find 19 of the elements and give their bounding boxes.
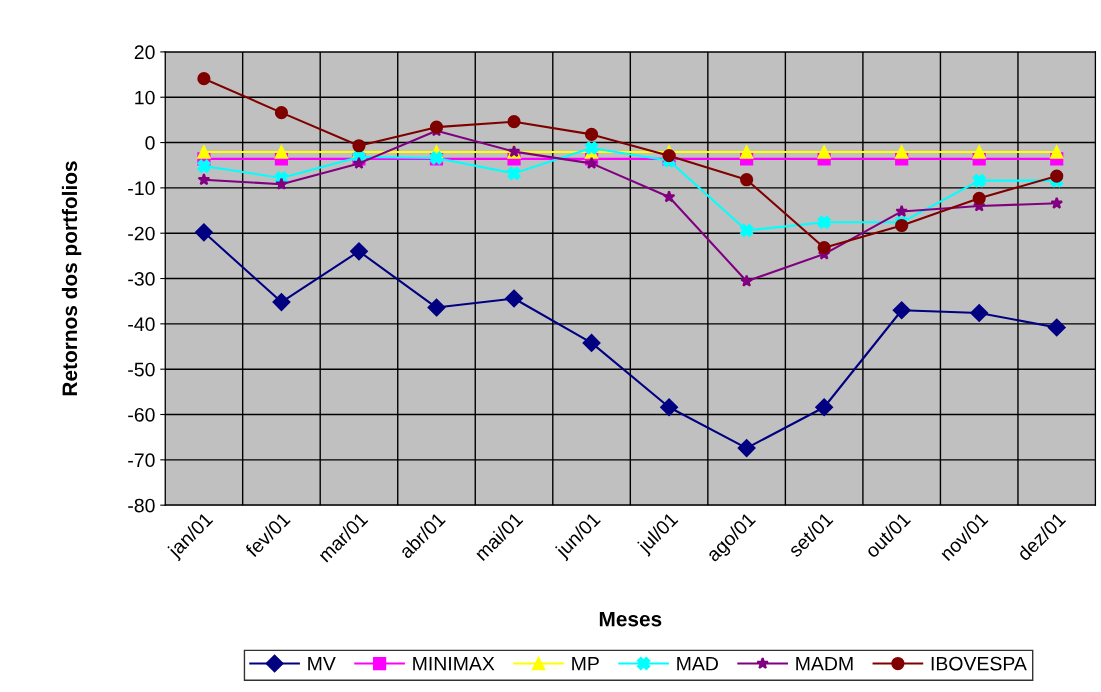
legend-label: IBOVESPA bbox=[931, 656, 1027, 671]
y-tick-label: 20 bbox=[134, 45, 155, 60]
y-tick-label: -20 bbox=[128, 226, 155, 241]
y-tick-label: -60 bbox=[128, 407, 155, 422]
legend-label: MINIMAX bbox=[413, 656, 495, 671]
legend-label: MAD bbox=[677, 656, 718, 671]
y-tick-label: 10 bbox=[135, 90, 155, 105]
legend-label: MV bbox=[308, 656, 336, 671]
y-tick-label: 0 bbox=[145, 136, 155, 150]
y-tick-label: -30 bbox=[128, 272, 155, 286]
y-tick-label: -40 bbox=[128, 317, 155, 332]
legend-label: MADM bbox=[796, 656, 853, 671]
legend-label: MP bbox=[572, 656, 599, 671]
y-tick-label: -70 bbox=[128, 453, 155, 468]
x-axis-title: Meses bbox=[599, 611, 662, 627]
y-tick-label: -10 bbox=[128, 181, 155, 196]
y-axis-title: Retornos dos portfolios bbox=[61, 161, 82, 396]
y-tick-label: -80 bbox=[128, 498, 155, 513]
y-tick-label: -50 bbox=[128, 362, 155, 377]
